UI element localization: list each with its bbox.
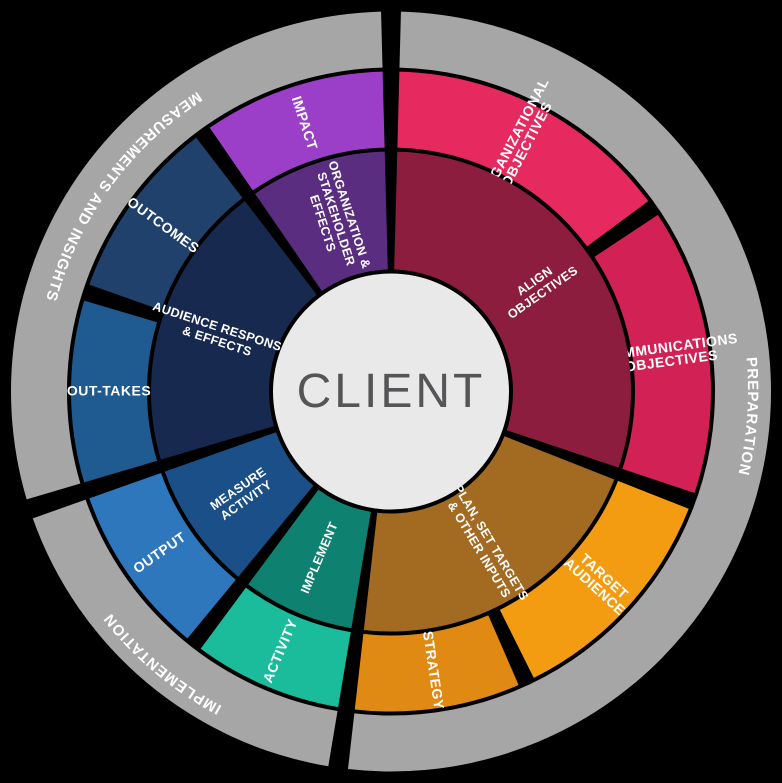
label-mid-outtakes: OUT-TAKES xyxy=(67,382,151,398)
radial-diagram: PREPARATIONIMPLEMENTATIONMEASUREMENTS AN… xyxy=(0,0,782,783)
center-label: CLIENT xyxy=(297,365,486,418)
